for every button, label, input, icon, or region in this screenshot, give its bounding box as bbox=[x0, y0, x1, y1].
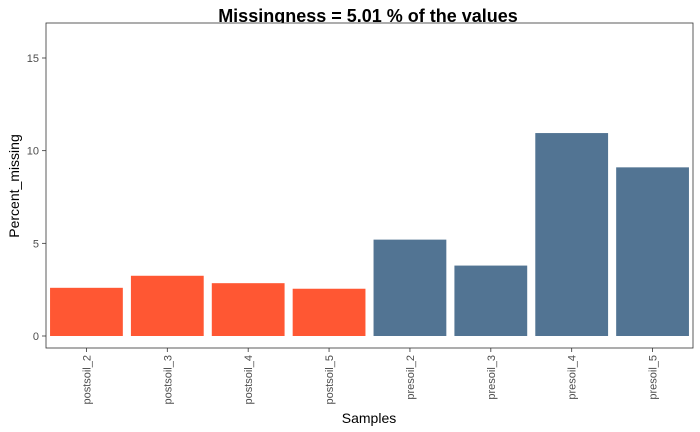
bars-group bbox=[50, 133, 689, 336]
bar-presoil_2 bbox=[373, 239, 447, 336]
bar-postsoil_3 bbox=[130, 275, 204, 336]
x-tick-label: presoil_4 bbox=[567, 355, 579, 400]
bar-postsoil_2 bbox=[50, 287, 123, 336]
x-tick-label: postsoil_4 bbox=[243, 355, 255, 405]
bar-presoil_4 bbox=[535, 133, 609, 336]
y-axis-title: Percent_missing bbox=[6, 134, 22, 238]
bar-postsoil_5 bbox=[292, 288, 366, 336]
bar-presoil_3 bbox=[454, 265, 528, 336]
x-tick-label: presoil_5 bbox=[648, 355, 660, 400]
bar-postsoil_4 bbox=[211, 283, 285, 336]
x-axis: postsoil_2 postsoil_3 postsoil_4 postsoil_5… bbox=[81, 348, 660, 405]
x-tick-label: presoil_2 bbox=[405, 355, 417, 400]
y-tick-label: 15 bbox=[27, 53, 39, 65]
y-axis: 0 5 10 15 bbox=[27, 53, 46, 343]
x-axis-title: Samples bbox=[342, 410, 396, 426]
x-tick-label: postsoil_5 bbox=[324, 355, 336, 405]
y-tick-label: 5 bbox=[33, 238, 39, 250]
x-tick-label: postsoil_3 bbox=[162, 355, 174, 405]
bar-presoil_5 bbox=[616, 167, 689, 336]
x-tick-label: postsoil_2 bbox=[81, 355, 93, 405]
y-tick-label: 0 bbox=[33, 331, 39, 343]
y-tick-label: 10 bbox=[27, 146, 39, 158]
x-tick-label: presoil_3 bbox=[486, 355, 498, 400]
chart-title: Missingness = 5.01 % of the values bbox=[218, 6, 518, 26]
